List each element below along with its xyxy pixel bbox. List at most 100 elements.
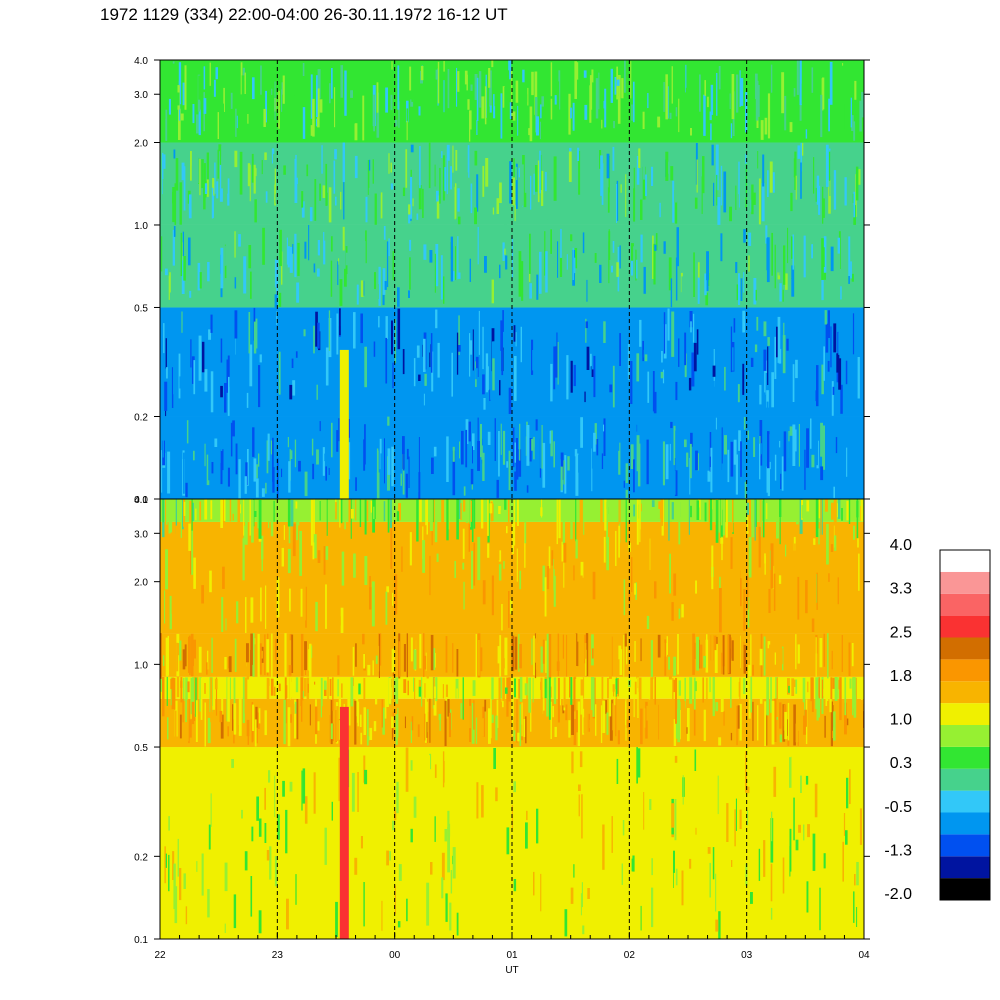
heatmap-texture [628,542,631,552]
heatmap-texture [553,559,555,591]
heatmap-texture [706,634,708,670]
heatmap-texture [313,499,315,545]
heatmap-texture [277,580,280,617]
heatmap-texture [284,240,287,275]
heatmap-texture [482,429,485,473]
heatmap-texture [553,677,557,704]
heatmap-texture [235,443,238,475]
heatmap-texture [827,633,829,679]
heatmap-texture [425,652,428,671]
heatmap-texture [657,704,659,740]
heatmap-texture [789,426,793,436]
heatmap-texture [766,390,769,408]
heatmap-texture [614,77,617,95]
heatmap-texture [697,433,700,442]
heatmap-texture [748,327,751,343]
heatmap-texture [189,290,192,298]
heatmap-texture [314,179,317,221]
heatmap-texture [550,98,553,120]
heatmap-texture [274,81,276,121]
heatmap-texture [171,677,175,710]
heatmap-texture [286,531,289,546]
heatmap-texture [759,420,763,466]
heatmap-texture [795,175,797,200]
heatmap-texture [234,277,237,289]
heatmap-texture [818,185,821,215]
heatmap-texture [757,151,759,169]
heatmap-texture [707,96,709,108]
heatmap-texture [319,421,321,432]
heatmap-texture [166,676,168,706]
heatmap-texture [583,499,585,535]
heatmap-texture [260,65,262,95]
heatmap-texture [308,649,310,671]
heatmap-texture [585,318,587,343]
heatmap-texture [603,536,606,563]
heatmap-texture [795,634,797,670]
heatmap-texture [162,499,164,523]
heatmap-texture [424,373,427,386]
heatmap-texture [439,167,441,204]
heatmap-texture [418,374,421,381]
heatmap-texture [347,677,351,723]
heatmap-texture [690,710,693,735]
heatmap-texture [260,426,264,438]
heatmap-texture [603,100,605,109]
heatmap-texture [770,907,773,920]
heatmap-texture [462,677,464,720]
heatmap-texture [329,723,333,740]
heatmap-texture [833,499,835,522]
heatmap-texture [557,342,559,385]
heatmap-texture [846,777,849,809]
heatmap-texture [578,150,581,195]
heatmap-texture [212,677,215,710]
heatmap-texture [665,257,668,278]
heatmap-texture [304,796,308,824]
heatmap-texture [690,321,692,333]
heatmap-texture [395,119,398,127]
heatmap-texture [412,227,414,267]
heatmap-texture [221,205,225,216]
heatmap-texture [806,500,810,512]
heatmap-texture [480,647,483,672]
heatmap-texture [445,677,448,719]
heatmap-texture [199,677,202,712]
heatmap-texture [695,681,697,692]
heatmap-texture [675,430,678,471]
heatmap-texture [616,678,619,694]
heatmap-texture [833,170,837,210]
heatmap-texture [711,635,714,675]
heatmap-texture [396,781,399,814]
heatmap-texture [581,499,583,525]
heatmap-texture [638,148,641,168]
heatmap-texture [843,813,846,836]
heatmap-texture [693,677,696,710]
heatmap-texture [398,864,402,881]
heatmap-texture [225,618,227,631]
heatmap-texture [726,803,729,842]
heatmap-texture [732,499,734,533]
heatmap-texture [761,183,765,222]
heatmap-texture [290,714,292,723]
heatmap-texture [764,556,766,575]
heatmap-texture [363,882,365,927]
heatmap-texture [291,634,294,673]
heatmap-texture [665,233,667,265]
heatmap-texture [703,655,707,668]
heatmap-texture [212,178,215,196]
heatmap-texture [681,870,684,906]
heatmap-texture [326,499,328,536]
heatmap-texture [455,584,458,628]
heatmap-texture [469,258,471,282]
heatmap-texture [534,71,538,115]
heatmap-texture [564,455,567,494]
heatmap-texture [336,430,339,452]
heatmap-texture [160,633,162,679]
colorbar-swatch [940,746,990,769]
heatmap-texture [394,885,396,915]
heatmap-texture [372,823,375,837]
heatmap-texture [208,434,211,481]
heatmap-texture [710,84,714,115]
heatmap-texture [418,818,420,836]
heatmap-texture [774,244,776,289]
